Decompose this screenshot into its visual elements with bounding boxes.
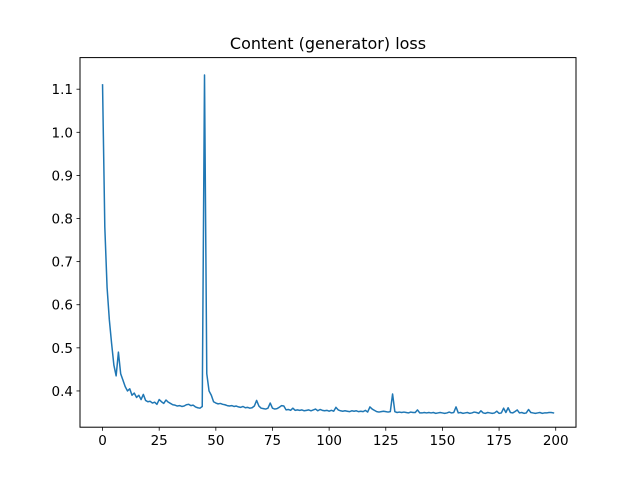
x-tick-label: 25 <box>151 433 168 449</box>
x-tick-label: 150 <box>430 433 456 449</box>
y-axis: 0.4 0.5 0.6 0.7 0.8 0.9 1.0 1.1 <box>52 82 80 400</box>
plot-area <box>101 74 555 415</box>
x-tick-label: 100 <box>316 433 342 449</box>
series-line-0 <box>101 74 555 415</box>
x-tick-label: 125 <box>373 433 399 449</box>
chart-title: Content (generator) loss <box>230 34 426 53</box>
y-tick-label: 1.1 <box>52 82 73 98</box>
y-tick-label: 0.5 <box>52 341 73 357</box>
y-tick-label: 0.8 <box>52 212 73 228</box>
y-tick-label: 0.9 <box>52 168 73 184</box>
axes-frame <box>79 57 577 428</box>
y-tick-label: 0.7 <box>52 255 73 271</box>
x-tick-label: 50 <box>207 433 224 449</box>
y-tick-label: 0.4 <box>52 384 73 400</box>
x-axis: 0 25 50 75 100 125 150 175 200 <box>98 427 569 449</box>
x-tick-label: 0 <box>98 433 107 449</box>
x-tick-label: 200 <box>543 433 569 449</box>
y-tick-label: 0.6 <box>52 298 73 314</box>
x-tick-label: 175 <box>486 433 512 449</box>
x-tick-label: 75 <box>264 433 281 449</box>
y-tick-label: 1.0 <box>52 125 73 141</box>
